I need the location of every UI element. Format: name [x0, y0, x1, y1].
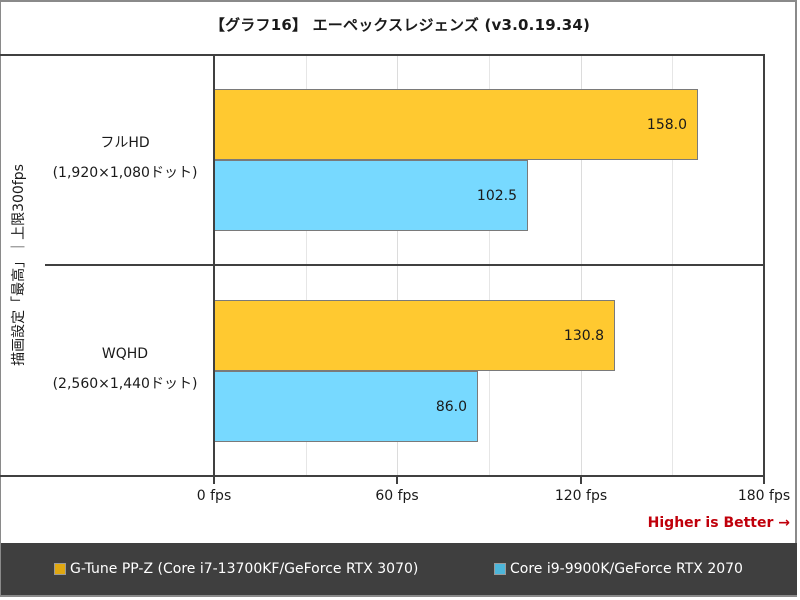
category-separator — [45, 264, 765, 266]
chart-title: 【グラフ16】 エーペックスレジェンズ (v3.0.19.34) — [209, 16, 591, 34]
x-tick — [213, 476, 215, 484]
x-tick — [580, 476, 582, 484]
x-tick-label: 60 fps — [375, 488, 419, 504]
y-axis-title: 描画設定「最高」｜上限300fps — [11, 164, 27, 366]
legend-label: G-Tune PP-Z (Core i7-13700KF/GeForce RTX… — [70, 561, 419, 577]
category-label-fhd: フルHD (1,920×1,080ドット) — [20, 128, 230, 188]
category-resolution: (2,560×1,440ドット) — [52, 376, 198, 392]
category-name: フルHD — [100, 135, 150, 151]
bar-value-label: 102.5 — [476, 187, 517, 204]
bar-value-label: 158.0 — [646, 116, 687, 133]
bar-fhd-gtune: 158.0 — [215, 89, 698, 160]
category-resolution: (1,920×1,080ドット) — [52, 165, 198, 181]
legend-swatch-blue — [494, 563, 506, 575]
bar-wqhd-i9: 86.0 — [215, 371, 478, 442]
x-tick-label: 180 fps — [737, 488, 791, 504]
x-tick-label: 0 fps — [196, 488, 232, 504]
x-tick — [396, 476, 398, 484]
category-name: WQHD — [101, 346, 149, 362]
y-axis-line — [213, 54, 215, 477]
bar-wqhd-gtune: 130.8 — [215, 300, 615, 371]
legend-item-gtune: G-Tune PP-Z (Core i7-13700KF/GeForce RTX… — [54, 561, 418, 577]
bar-value-label: 130.8 — [563, 327, 604, 344]
higher-is-better-note: Higher is Better → — [647, 515, 790, 531]
legend-label: Core i9-9900K/GeForce RTX 2070 — [510, 561, 743, 577]
legend-swatch-yellow — [54, 563, 66, 575]
legend: G-Tune PP-Z (Core i7-13700KF/GeForce RTX… — [1, 543, 797, 597]
x-tick-label: 120 fps — [554, 488, 608, 504]
x-tick — [763, 476, 765, 484]
bar-value-label: 86.0 — [435, 398, 467, 415]
bar-fhd-i9: 102.5 — [215, 160, 528, 231]
x-axis-line — [0, 475, 765, 477]
category-label-wqhd: WQHD (2,560×1,440ドット) — [20, 339, 230, 399]
legend-item-i9: Core i9-9900K/GeForce RTX 2070 — [494, 561, 743, 577]
